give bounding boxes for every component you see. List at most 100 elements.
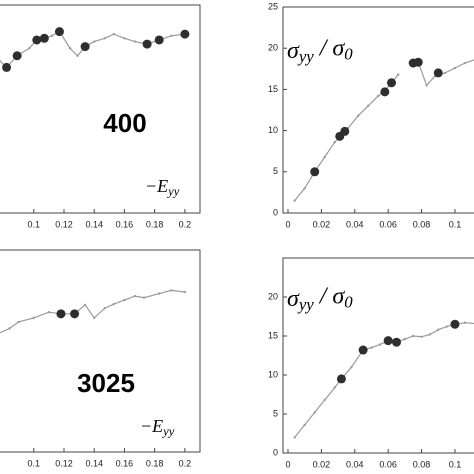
annotation: 400 [103,108,146,138]
marker [413,57,423,67]
x-tick-label: 0.14 [85,458,103,468]
plot-frame [0,4,201,214]
line-point [443,71,447,75]
marker [12,51,22,61]
line-point [370,346,373,349]
marker [80,42,90,52]
x-tick-label: 0.18 [146,458,164,468]
x-tick-label: 0.04 [346,219,364,229]
x-tick-label: 0.02 [313,459,331,469]
line-point [303,423,306,427]
marker [54,27,64,37]
marker [56,309,66,319]
line-point [32,316,35,320]
marker [2,62,12,72]
label-part: 0 [344,292,353,311]
line-point [93,40,96,43]
line-point [123,298,126,302]
marker [387,78,397,88]
marker [433,68,443,78]
line-point [323,398,326,402]
line-point [333,140,336,144]
line-point [420,335,423,338]
x-tick-label: 0.2 [179,219,192,229]
label-part: yy [297,295,314,314]
marker [70,309,80,319]
marker [39,33,49,43]
y-tick-label: 0 [273,207,278,217]
label-part: 0 [344,44,353,63]
x-tick-label: 0 [286,459,291,469]
line-point [428,333,432,336]
marker [32,35,42,45]
x-tick-label: 0.1 [449,219,462,229]
x-tick-label: 0.1 [449,459,462,469]
y-tick-label: 15 [268,330,278,340]
line-point [133,294,137,298]
line-point [76,54,79,57]
x-tick-label: 0.08 [413,459,431,469]
marker [154,35,164,45]
y-tick-label: 0 [273,447,278,457]
label-part: σ [287,38,300,64]
axis-label: −Eyy [145,176,180,198]
line-point [376,94,380,98]
line-point [437,328,440,331]
x-tick-label: 0.14 [85,219,103,229]
marker [380,87,390,97]
marker [180,29,190,39]
line-point [445,325,448,328]
label-part: σ [287,286,300,312]
line-point [333,386,336,389]
x-tick-label: 0.1 [28,458,41,468]
x-tick-label: 0.06 [379,459,397,469]
line-point [83,303,87,307]
line-point [28,47,31,50]
x-tick-label: 0.12 [55,219,73,229]
marker [340,126,350,136]
line-point [93,316,96,320]
line-point [17,320,20,324]
label-part: −E [145,176,168,196]
line-point [350,366,353,369]
line-point [157,292,161,295]
marker [392,337,402,347]
line-point [47,311,51,314]
y-tick-label: 10 [268,369,278,379]
label-part: / σ [314,283,346,309]
label-part: / σ [314,35,346,61]
line-point [378,343,382,346]
marker [450,319,460,329]
axis-label: σyy / σ0 [287,35,353,66]
marker [310,167,320,177]
line-point [170,34,173,37]
x-tick-label: 0.16 [116,219,134,229]
line-point [103,306,106,310]
x-tick-label: 0.18 [146,219,164,229]
data-line [0,289,185,334]
line-point [403,337,407,341]
y-tick-label: 5 [273,408,278,418]
label-part: yy [297,47,314,66]
x-tick-label: 0 [286,219,291,229]
line-point [356,114,360,117]
line-point [313,411,316,414]
x-tick-label: 0.2 [179,458,192,468]
x-tick-label: 0.06 [379,219,397,229]
line-point [103,37,106,40]
label-part: yy [161,424,175,438]
line-point [133,40,137,43]
annotation: 3025 [77,368,135,398]
data-line [294,59,474,201]
line-point [463,321,467,324]
y-tick-label: 10 [268,125,278,135]
y-tick-label: 25 [268,1,278,11]
x-tick-label: 0.08 [413,219,431,229]
line-point [453,66,457,70]
line-point [412,334,415,338]
line-point [8,327,11,330]
line-point [50,34,54,37]
line-point [425,84,428,87]
line-point [68,47,72,50]
line-point [112,32,116,36]
